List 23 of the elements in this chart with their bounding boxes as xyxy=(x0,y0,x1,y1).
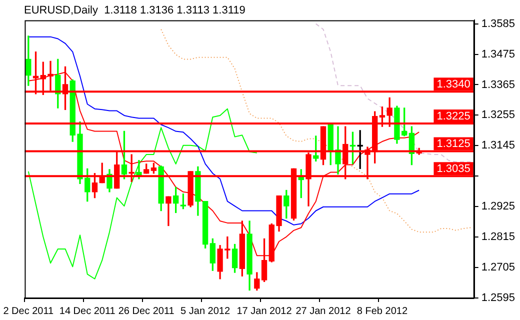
y-tick-label: 1.2595 xyxy=(481,292,516,304)
y-tick-label: 1.3145 xyxy=(481,140,516,152)
x-tick-label: 2 Dec 2011 xyxy=(3,306,54,317)
x-tick-label: 8 Feb 2012 xyxy=(356,306,408,317)
candlestick xyxy=(166,196,172,226)
chart-title: EURUSD,Daily 1.3118 1.3136 1.3113 1.3119 xyxy=(24,4,246,17)
ref-line-label: 1.3125 xyxy=(436,138,470,150)
y-tick-label: 1.2925 xyxy=(481,200,516,213)
y-tick-label: 1.2705 xyxy=(481,262,516,274)
y-tick-label: 1.3475 xyxy=(481,48,516,60)
y-tick-label: 1.3255 xyxy=(481,109,516,122)
y-tick-label: 1.3365 xyxy=(481,78,516,91)
line-series xyxy=(160,28,472,233)
y-tick-label: 1.3585 xyxy=(481,18,516,30)
x-tick-label: 14 Dec 2011 xyxy=(59,306,116,317)
x-tick-label: 17 Jan 2012 xyxy=(236,306,292,317)
ref-line-label: 1.3225 xyxy=(436,110,470,123)
x-tick-label: 5 Jan 2012 xyxy=(180,306,230,317)
x-tick-label: 27 Jan 2012 xyxy=(296,306,352,317)
ref-line-label: 1.3035 xyxy=(436,163,470,176)
y-tick-label: 1.2815 xyxy=(481,231,516,244)
ref-line-label: 1.3340 xyxy=(436,78,470,91)
x-tick-label: 26 Dec 2011 xyxy=(118,306,175,317)
